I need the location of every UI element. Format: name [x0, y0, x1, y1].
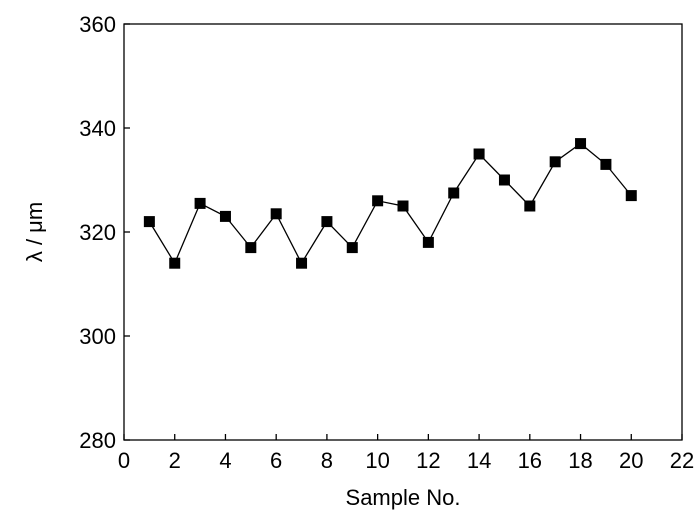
- y-tick-label: 300: [79, 324, 116, 349]
- x-tick-label: 8: [321, 448, 333, 473]
- x-tick-label: 6: [270, 448, 282, 473]
- data-point: [625, 190, 637, 202]
- x-tick-label: 2: [169, 448, 181, 473]
- data-point: [397, 200, 409, 212]
- data-point: [448, 187, 460, 199]
- plot-frame: [123, 23, 683, 441]
- x-tick-label: 20: [619, 448, 643, 473]
- data-point: [372, 195, 384, 207]
- data-point: [600, 158, 612, 170]
- data-point: [473, 148, 485, 160]
- data-point: [219, 210, 231, 222]
- data-point: [498, 174, 510, 186]
- plot-border: [123, 23, 683, 441]
- x-tick-label: 10: [365, 448, 389, 473]
- data-point: [270, 208, 282, 220]
- x-axis-ticks: 0 2 4 6 8 10 12 14 16 18 20 22: [118, 434, 694, 473]
- x-tick-label: 12: [416, 448, 440, 473]
- x-tick-label: 16: [518, 448, 542, 473]
- y-tick-label: 340: [79, 116, 116, 141]
- data-point: [524, 200, 536, 212]
- y-tick-label: 320: [79, 220, 116, 245]
- x-tick-label: 18: [568, 448, 592, 473]
- y-axis-ticks: 280 300 320 340 360: [79, 12, 130, 453]
- x-tick-label: 4: [219, 448, 231, 473]
- data-point: [346, 242, 358, 254]
- data-point: [549, 156, 561, 168]
- data-point: [194, 197, 206, 209]
- x-tick-label: 0: [118, 448, 130, 473]
- data-point: [143, 216, 155, 228]
- y-tick-label: 280: [79, 428, 116, 453]
- data-point: [321, 216, 333, 228]
- data-point: [169, 257, 181, 269]
- y-axis-title: λ / μm: [22, 202, 47, 262]
- y-tick-label: 360: [79, 12, 116, 37]
- series-layer: [143, 138, 637, 269]
- data-point: [296, 257, 308, 269]
- x-tick-label: 14: [467, 448, 491, 473]
- data-point: [245, 242, 257, 254]
- x-tick-label: 22: [670, 448, 694, 473]
- x-axis-title: Sample No.: [346, 485, 461, 510]
- data-point: [422, 236, 434, 248]
- data-point: [575, 138, 587, 150]
